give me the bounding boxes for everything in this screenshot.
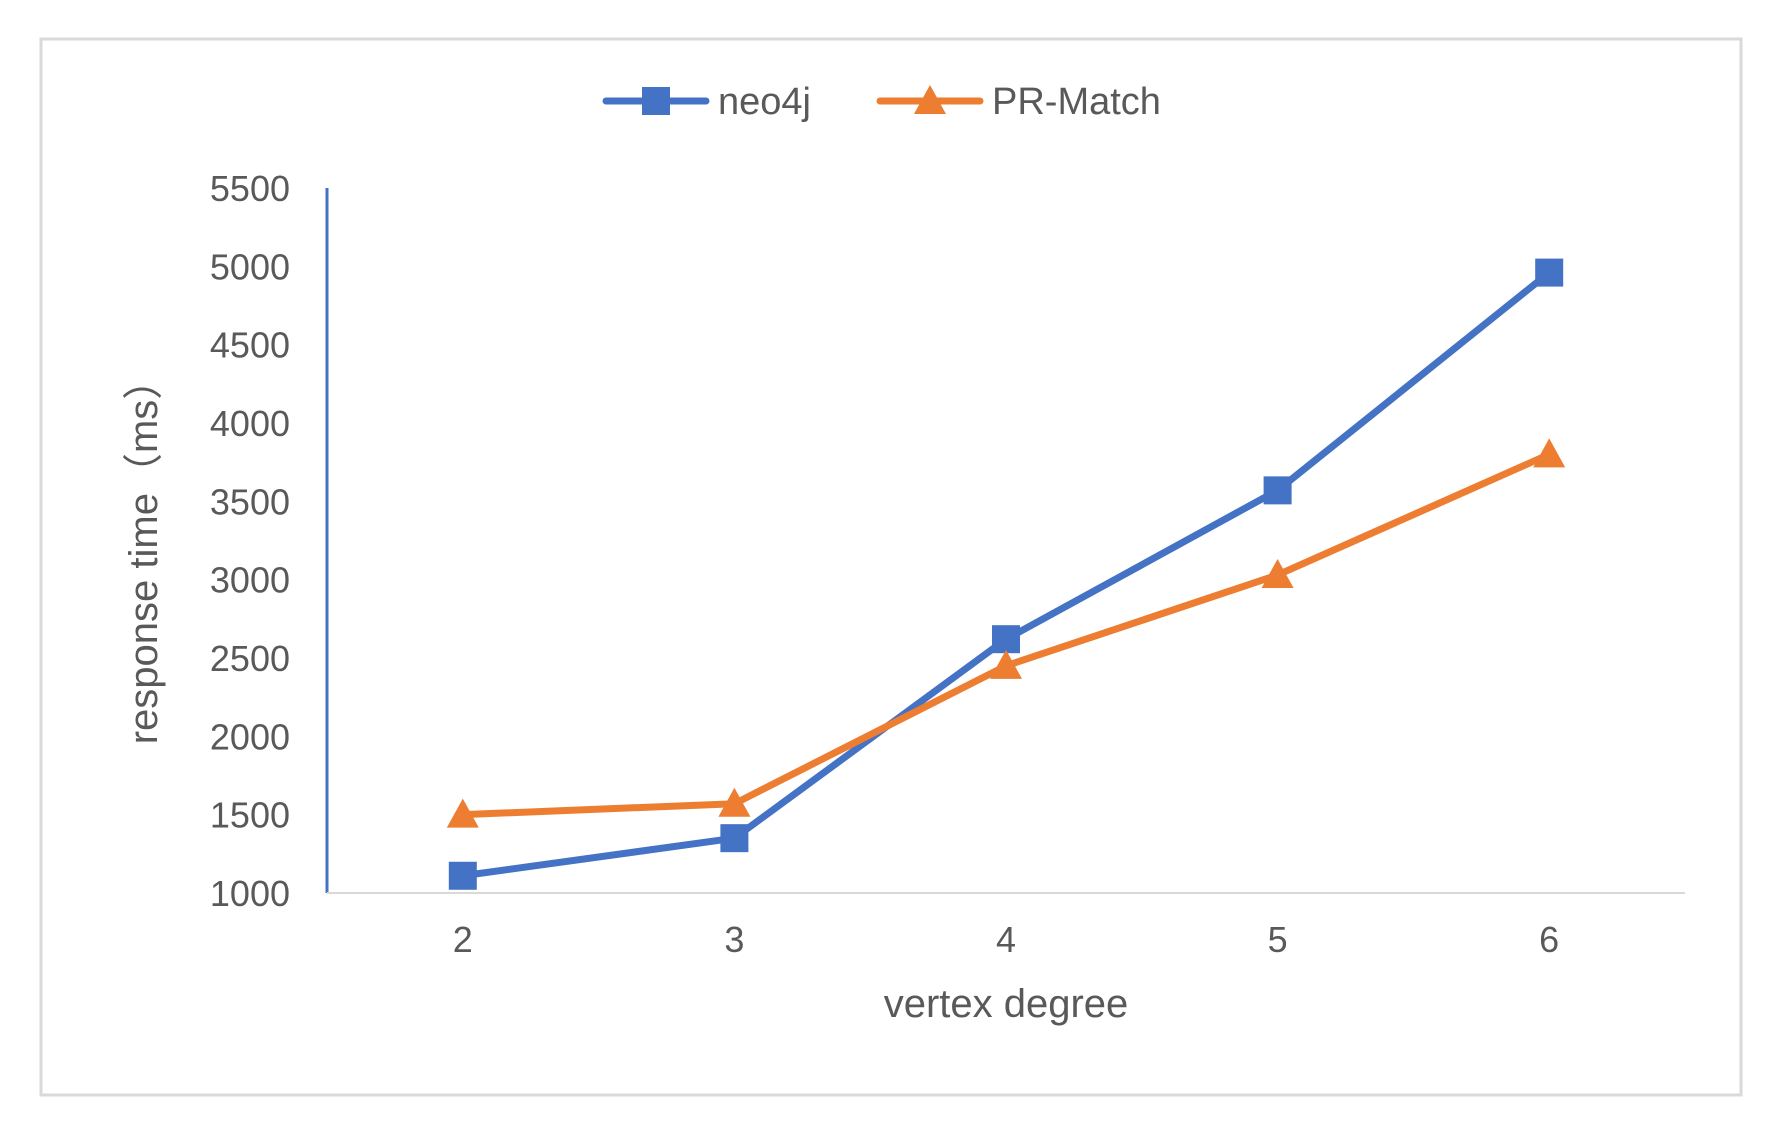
legend-marker	[642, 87, 670, 115]
data-point-marker	[1261, 558, 1294, 588]
x-tick-labels: 2 3 4 5 6	[453, 919, 1559, 960]
x-axis-title: vertex degree	[884, 982, 1129, 1026]
x-tick-label: 3	[724, 919, 744, 960]
y-tick-label: 2500	[210, 638, 290, 679]
legend-item-neo4j: neo4j	[602, 81, 811, 123]
x-tick-label: 6	[1539, 919, 1559, 960]
data-point-marker	[446, 798, 479, 828]
x-tick-label: 4	[996, 919, 1016, 960]
data-point-marker	[1263, 476, 1292, 505]
legend-item-pr-match: PR-Match	[876, 81, 1161, 123]
y-tick-label: 1000	[210, 873, 290, 914]
data-point-marker	[992, 625, 1020, 654]
y-tick-label: 5500	[210, 168, 290, 209]
y-tick-label: 4500	[210, 325, 290, 366]
y-tick-label: 2000	[210, 716, 290, 757]
chart-border	[39, 37, 1743, 1097]
y-tick-label: 5000	[210, 246, 290, 287]
data-point-marker	[448, 861, 477, 890]
data-point-marker	[990, 649, 1022, 679]
y-tick-labels: 1000 1500 2000 2500 3000 3500 4000 4500 5000 5500	[210, 168, 290, 914]
data-point-marker	[720, 824, 749, 853]
y-tick-label: 1500	[210, 795, 290, 836]
y-tick-label: 3000	[210, 560, 290, 601]
data-point-marker	[718, 787, 751, 817]
series-neo4j	[448, 258, 1564, 890]
data-point-marker	[1535, 258, 1564, 287]
series-pr-match	[446, 438, 1566, 828]
y-axis-title: response time（ms）	[122, 360, 166, 745]
axes	[325, 188, 1685, 894]
series-layer	[446, 258, 1566, 890]
y-tick-label: 3500	[210, 481, 290, 522]
legend-marker	[914, 85, 946, 114]
x-tick-label: 5	[1268, 919, 1288, 960]
legend-label: neo4j	[718, 81, 811, 123]
y-tick-label: 4000	[210, 403, 290, 444]
legend: neo4j PR-Match	[602, 81, 1161, 123]
legend-label: PR-Match	[992, 81, 1161, 123]
data-point-marker	[1533, 438, 1566, 468]
x-tick-label: 2	[453, 919, 473, 960]
